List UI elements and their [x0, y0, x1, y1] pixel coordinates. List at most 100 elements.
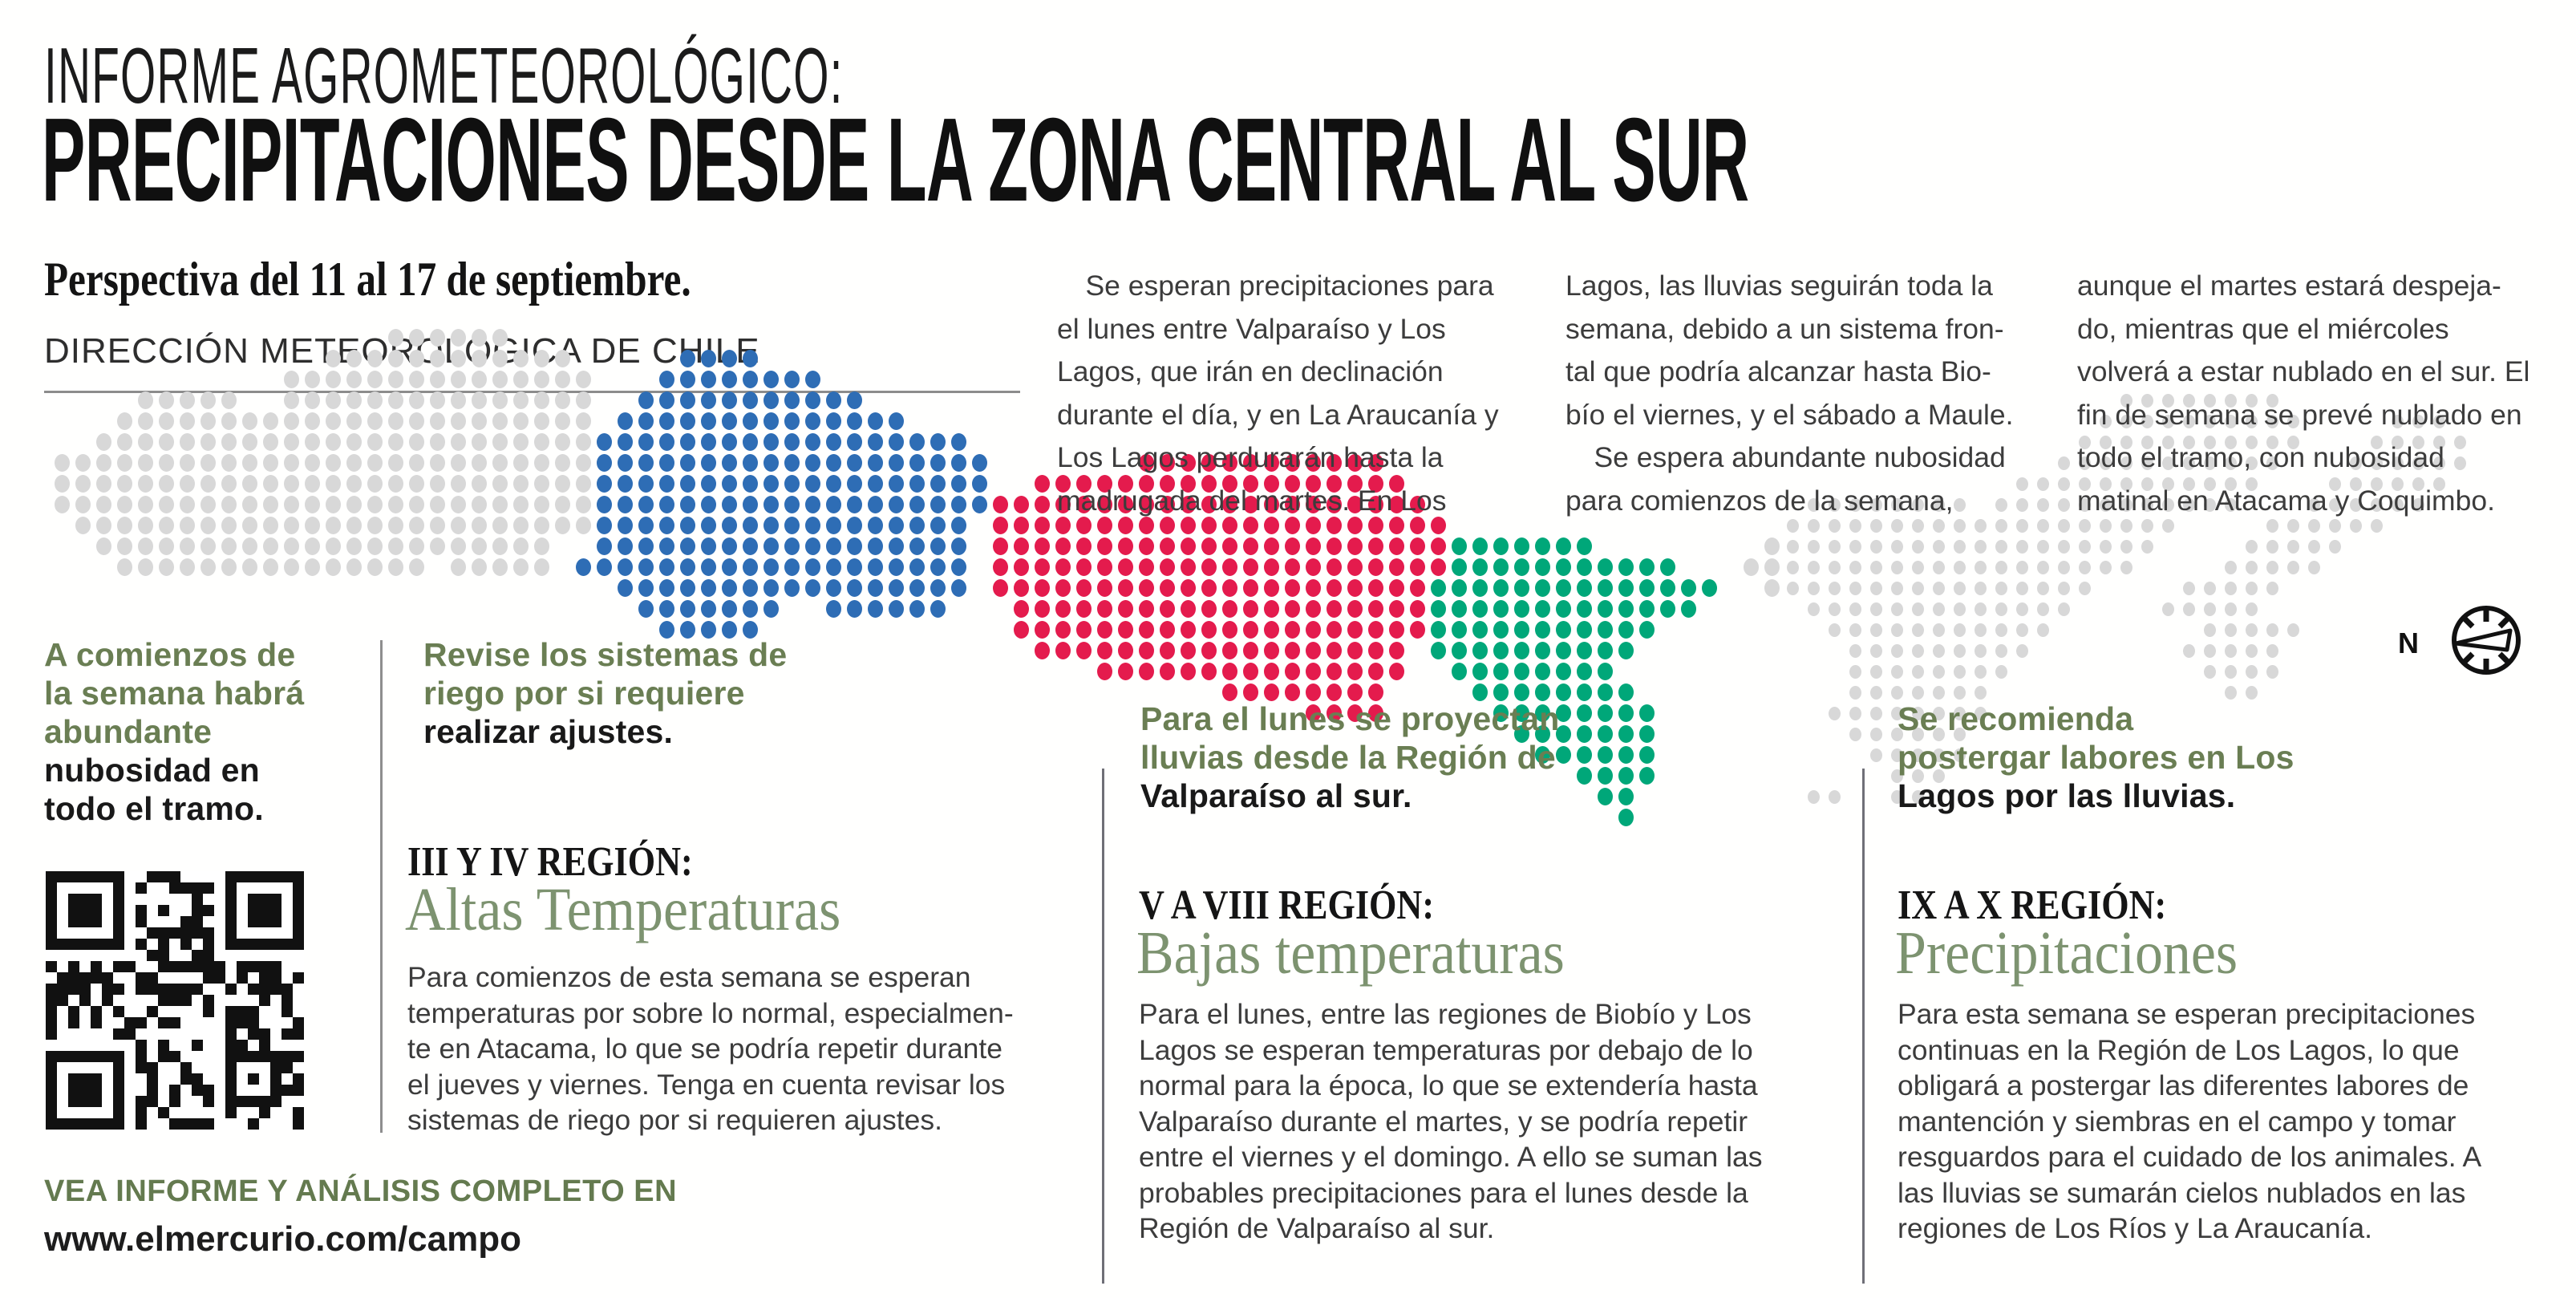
map-dot: [2203, 581, 2216, 595]
map-dot: [1618, 579, 1634, 597]
map-dot: [325, 371, 341, 388]
map-dot: [1513, 725, 1529, 743]
qr-module: [293, 1073, 304, 1085]
map-dot: [387, 475, 403, 493]
map-dot: [1849, 602, 1861, 616]
map-dot: [1138, 537, 1154, 555]
map-dot: [1849, 581, 1861, 595]
map-dot: [1326, 621, 1342, 639]
map-dot: [1180, 475, 1196, 493]
qr-module: [225, 882, 237, 894]
map-dot: [2453, 456, 2466, 470]
map-dot: [1493, 663, 1509, 680]
map-dot: [346, 412, 362, 430]
map-dot: [700, 600, 716, 618]
map-dot: [763, 517, 779, 534]
footer-url-link[interactable]: www.elmercurio.com/campo: [44, 1219, 521, 1259]
map-dot: [721, 537, 737, 555]
map-dot: [1786, 539, 1799, 554]
qr-module: [192, 961, 203, 972]
map-dot: [408, 517, 424, 534]
map-dot: [95, 517, 111, 534]
qr-module: [147, 1073, 158, 1085]
map-dot: [1180, 600, 1196, 618]
qr-module: [225, 1062, 237, 1073]
qr-module: [57, 871, 68, 882]
map-dot: [1221, 642, 1237, 659]
intro-column-3: aunque el martes estará despeja- do, mie…: [2077, 270, 2530, 517]
map-dot: [742, 579, 758, 597]
map-dot: [1201, 621, 1217, 639]
map-dot: [1597, 746, 1613, 764]
map-dot: [909, 517, 925, 534]
map-dot: [387, 537, 403, 555]
map-dot: [429, 350, 445, 367]
map-dot: [1326, 683, 1342, 701]
map-dot: [1513, 537, 1529, 555]
map-dot: [450, 558, 466, 576]
qr-module: [57, 1051, 68, 1062]
callout-line: la semana habrá: [44, 675, 305, 712]
map-dot: [1075, 579, 1092, 597]
map-dot: [1869, 539, 1882, 554]
map-dot: [1347, 683, 1363, 701]
map-dot: [617, 433, 633, 451]
map-dot: [1828, 560, 1841, 574]
qr-module: [293, 1028, 304, 1040]
map-dot: [1869, 560, 1882, 574]
qr-module: [203, 1118, 214, 1130]
map-dot: [575, 475, 591, 493]
map-dot: [2453, 435, 2466, 449]
qr-module: [180, 927, 192, 939]
map-dot: [1555, 621, 1571, 639]
map-dot: [763, 579, 779, 597]
map-dot: [1869, 685, 1882, 700]
map-dot: [2391, 497, 2404, 512]
map-dot: [784, 454, 800, 472]
map-dot: [1451, 579, 1467, 597]
qr-module: [248, 1051, 259, 1062]
map-dot: [1367, 663, 1383, 680]
map-dot: [554, 350, 570, 367]
map-dot: [971, 454, 987, 472]
map-dot: [575, 412, 591, 430]
map-dot: [596, 475, 612, 493]
map-dot: [1869, 518, 1882, 533]
map-dot: [1472, 642, 1488, 659]
qr-module: [113, 1062, 124, 1073]
map-dot: [75, 517, 91, 534]
map-dot: [1242, 621, 1258, 639]
map-dot: [1807, 789, 1820, 804]
map-dot: [408, 558, 424, 576]
map-dot: [75, 454, 91, 472]
map-dot: [408, 433, 424, 451]
map-dot: [2182, 414, 2195, 428]
map-dot: [2349, 477, 2362, 491]
qr-module: [102, 939, 113, 950]
map-dot: [1159, 621, 1175, 639]
map-dot: [1995, 664, 2007, 679]
map-dot: [2057, 581, 2070, 595]
map-dot: [492, 475, 508, 493]
map-dot: [1347, 558, 1363, 576]
callout-line: Lagos por las lluvias.: [1898, 777, 2236, 814]
map-dot: [1367, 621, 1383, 639]
map-dot: [137, 496, 153, 513]
map-dot: [721, 350, 737, 367]
map-dot: [1555, 746, 1571, 764]
qr-module: [68, 905, 79, 916]
map-dot: [346, 475, 362, 493]
qr-module: [46, 1051, 57, 1062]
map-dot: [346, 537, 362, 555]
map-dot: [1597, 600, 1613, 618]
map-dot: [2286, 435, 2299, 449]
qr-module: [270, 1073, 281, 1085]
map-dot: [1242, 475, 1258, 493]
map-dot: [1117, 537, 1133, 555]
map-dot: [1493, 537, 1509, 555]
map-dot: [408, 329, 424, 347]
map-dot: [1659, 579, 1675, 597]
qr-module: [158, 995, 169, 1006]
map-dot: [325, 558, 341, 576]
qr-module: [293, 939, 304, 950]
